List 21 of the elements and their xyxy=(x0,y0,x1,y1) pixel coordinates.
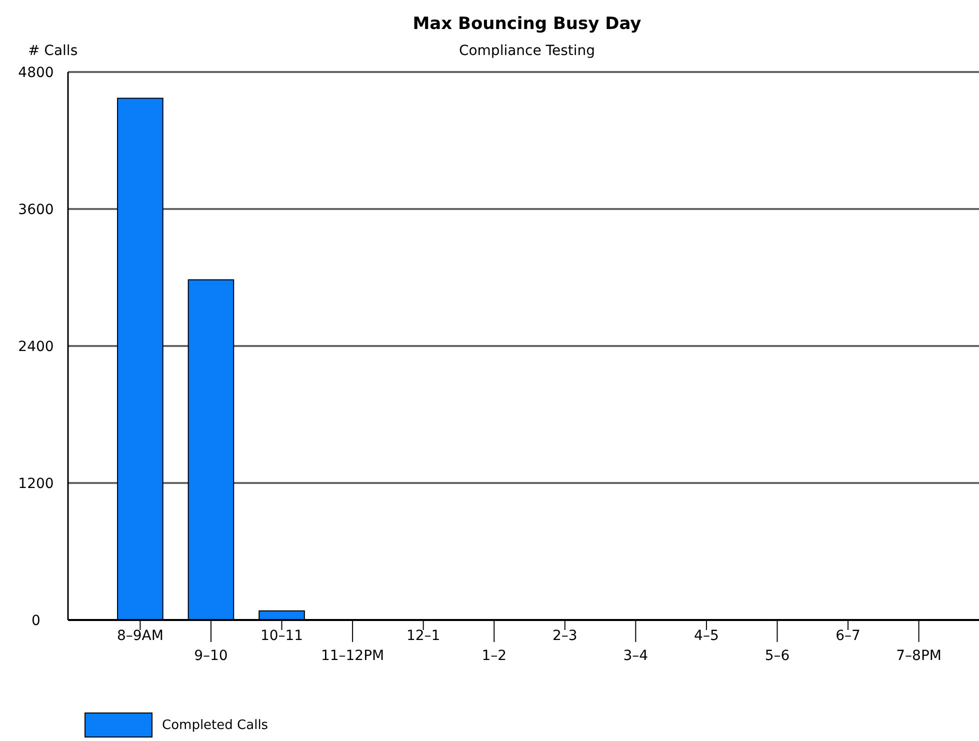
x-tick-label: 6–7 xyxy=(836,628,860,644)
x-tick-label: 1–2 xyxy=(482,648,507,664)
text: Completed Calls xyxy=(162,718,268,733)
x-tick-label: 2–3 xyxy=(552,628,578,644)
y-tick-label: 0 xyxy=(32,613,40,629)
x-tick-label: 4–5 xyxy=(694,628,719,644)
x-tick-label: 3–4 xyxy=(623,648,648,664)
x-tick-label: 12–1 xyxy=(406,628,440,644)
y-tick-label: 4800 xyxy=(18,65,54,81)
x-tick-label: 7–8PM xyxy=(896,648,942,664)
x-tick-label: 8–9AM xyxy=(116,628,164,644)
y-tick-label: 3600 xyxy=(18,202,54,218)
y-tick-label: 2400 xyxy=(18,339,54,355)
chart-subtitle: Compliance Testing xyxy=(458,43,596,59)
x-tick-label: 11–12PM xyxy=(320,648,384,664)
x-tick-label: 5–6 xyxy=(764,648,790,664)
x-tick-label: 9–10 xyxy=(194,648,228,664)
chart-title: Max Bouncing Busy Day xyxy=(412,14,642,34)
y-tick-label: 1200 xyxy=(18,476,54,492)
x-tick-label: 10–11 xyxy=(260,628,304,644)
y-axis-title: # Calls xyxy=(28,43,78,59)
